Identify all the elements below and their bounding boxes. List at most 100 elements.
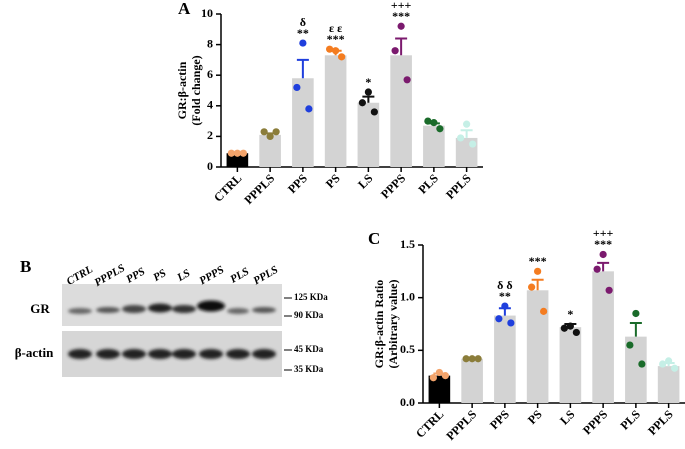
data-point [293,83,301,92]
significance-label: ** [297,26,309,40]
panel-label: B [20,257,31,276]
panel-label: A [178,0,191,18]
marker-ticks [284,297,292,371]
data-point [528,283,536,291]
data-point [338,53,346,61]
error-bar [460,129,473,138]
data-point [364,88,372,96]
data-point [469,140,477,148]
data-point [403,76,411,84]
bar [657,366,680,403]
data-point [429,374,437,382]
data-point [605,286,613,294]
bar [625,336,647,403]
marker-label: 125 KDa [294,292,328,302]
bar [292,78,314,167]
y-tick-label: 4 [207,98,213,112]
row-label: β-actin [15,345,54,360]
x-tick-label: PS [323,171,343,191]
marker-label: 35 KDa [294,364,324,374]
significance-label: +++ [593,226,614,240]
bar [461,358,483,403]
x-tick-label: CTRL [413,407,446,440]
bar [592,271,614,403]
y-tick-label: 0.5 [400,342,415,356]
y-tick-label: 1.0 [400,289,415,303]
data-point [572,328,580,337]
error-bar [296,58,309,79]
data-point [430,119,438,127]
data-point [391,47,399,55]
y-axis-label: GR:β-actin [175,61,189,119]
x-tick-label: PLS [415,171,441,197]
y-tick-label: 0 [207,159,213,173]
error-bar [362,95,375,103]
data-point [260,128,268,136]
data-point [332,47,340,55]
row-label: GR [30,301,50,316]
data-point [540,307,548,315]
y-axis-label: (Fold change) [189,55,203,125]
data-point [457,134,465,142]
data-point [397,22,405,30]
data-point [671,364,679,372]
data-point [227,149,235,157]
panel-label: C [368,229,380,248]
error-bar [395,37,408,56]
y-tick-label: 0.0 [400,395,415,409]
significance-label: δ δ [497,278,512,292]
data-point [468,355,476,363]
lane-label: PPLS [251,264,280,288]
significance-label: * [365,75,371,89]
significance-label: *** [327,32,345,46]
data-point [239,149,247,157]
x-tick-label: LS [355,171,376,192]
data-point [566,322,574,330]
bar [428,375,451,403]
data-point [632,309,640,318]
data-point [299,39,307,47]
data-point [501,302,509,310]
x-tick-label: PS [525,407,545,427]
x-tick-label: PPPS [378,171,408,201]
lane-label: PS [151,267,168,284]
bar [423,125,445,167]
significance-label: +++ [391,0,412,12]
data-point [305,105,313,113]
y-tick-label: 2 [207,128,213,142]
error-bar [629,321,642,337]
bar [324,55,347,168]
x-tick-label: LS [557,407,578,428]
x-tick-label: PPPLS [241,171,277,207]
marker-label: 90 KDa [294,310,324,320]
data-point [435,368,443,377]
bar [259,134,281,167]
lane-label: LS [174,267,192,284]
x-tick-label: CTRL [211,171,244,204]
y-axis-label: (Arbitrary value) [386,280,400,369]
data-point [638,360,646,368]
data-point [593,265,601,273]
error-bar [531,278,544,291]
data-point [474,355,482,363]
data-point [659,360,667,368]
data-point [370,108,378,116]
significance-label: δ [300,15,306,29]
data-point [233,149,241,157]
data-point [436,125,444,133]
x-tick-label: PPS [487,407,512,432]
data-point [358,99,366,107]
x-tick-label: PPS [285,171,310,196]
data-point [560,324,568,332]
data-point [626,341,634,349]
significance-label: ε ε [329,21,342,35]
y-axis-label: GR:β-actin Ratio [372,280,386,369]
bar [526,290,549,403]
bar [559,327,582,403]
y-tick-label: 6 [207,67,213,81]
data-point [462,355,470,363]
blot-strip [62,284,282,326]
x-tick-label: PPPLS [443,407,479,443]
data-point [665,357,673,365]
